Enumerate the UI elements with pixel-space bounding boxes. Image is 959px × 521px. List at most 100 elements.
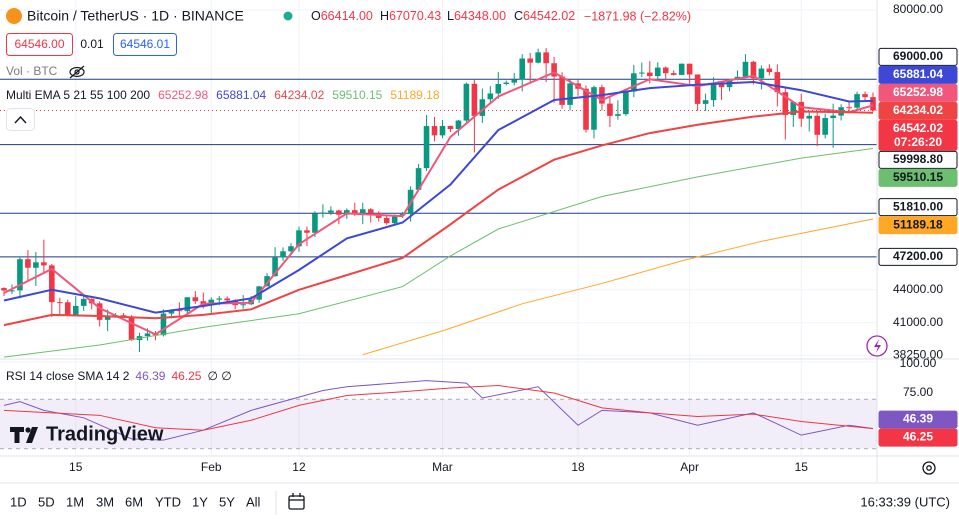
collapse-button[interactable] [6, 108, 35, 131]
rsi-title: RSI 14 close SMA 14 2 [6, 369, 130, 383]
price-label-box [878, 150, 958, 169]
candle-body [686, 63, 693, 75]
range-button[interactable]: 5D [38, 494, 55, 509]
candle-body [702, 100, 709, 104]
y-tick-label: 75.00 [903, 385, 933, 399]
indicator-line [3, 80, 874, 314]
price-pane [0, 48, 877, 358]
candle-body [447, 125, 454, 130]
candle-body [862, 94, 868, 98]
ohlc: L64348.00 [447, 9, 506, 23]
candle-body [567, 83, 573, 105]
range-button[interactable]: 5Y [219, 494, 235, 509]
candle-body [1, 288, 7, 291]
candle-body [814, 115, 821, 135]
candle-body [479, 99, 486, 116]
candle-body [495, 84, 502, 94]
x-tick-label: Apr [680, 460, 699, 474]
indicator-value: 64234.02 [274, 88, 324, 102]
candle-body [503, 82, 510, 85]
x-tick-label: Feb [201, 460, 222, 474]
range-button[interactable]: 6M [125, 494, 143, 509]
buy-button[interactable] [113, 33, 177, 56]
price-label: 07:26:20 [894, 135, 942, 149]
candle-body [654, 67, 661, 77]
calendar-icon[interactable] [288, 493, 305, 510]
change: −1871.98 (−2.82%) [584, 9, 691, 23]
candle-body [806, 115, 813, 119]
candle-body [790, 101, 797, 116]
price-label-box [878, 101, 958, 120]
y-tick-label: 44000.00 [893, 282, 943, 296]
candle-body [694, 74, 701, 104]
candle-body [64, 302, 71, 315]
candle-body [646, 72, 653, 77]
clock[interactable]: 16:33:39 (UTC) [860, 494, 950, 509]
candle-body [351, 210, 358, 215]
indicator-value: 59510.15 [332, 88, 382, 102]
price-label: 59998.80 [893, 152, 943, 166]
candle-body [758, 68, 765, 79]
hide-icon[interactable] [69, 65, 85, 79]
candle-body [184, 297, 191, 312]
candle-body [607, 103, 613, 116]
candle-body [96, 303, 103, 320]
candle-body [415, 168, 422, 190]
spread: 0.01 [80, 37, 104, 51]
range-button[interactable]: YTD [155, 494, 181, 509]
candle-body [264, 276, 270, 287]
ohlc: C64542.02 [514, 9, 575, 23]
range-button[interactable]: 1Y [192, 494, 208, 509]
price-label-box [878, 65, 958, 84]
symbol[interactable]: Bitcoin / TetherUS · 1D · BINANCE [27, 8, 244, 24]
candle-body [487, 93, 494, 100]
bid[interactable]: 64546.00 [14, 37, 64, 51]
indicator-value: 65881.04 [216, 88, 266, 102]
price-label: 51189.18 [893, 217, 943, 231]
candle-body [631, 73, 637, 92]
candle-body [328, 210, 334, 213]
price-label: 65881.04 [893, 67, 943, 81]
candle-body [766, 68, 773, 73]
candle-body [678, 63, 685, 75]
candle-body [782, 92, 789, 116]
candle-body [168, 310, 175, 314]
y-tick-label: 100.00 [900, 356, 937, 370]
rsi-extra: ∅ ∅ [207, 369, 231, 383]
sell-button[interactable] [6, 33, 73, 56]
candle-body [423, 126, 430, 169]
range-button[interactable]: 1M [66, 494, 84, 509]
x-tick-label: Mar [432, 460, 453, 474]
candle-body [49, 265, 55, 303]
candle-body [272, 257, 278, 277]
price-label-box [878, 168, 958, 187]
range-button[interactable]: All [246, 494, 261, 509]
ohlc-key: O [311, 9, 321, 23]
ohlc-key: C [514, 9, 523, 23]
ohlc-value: 66414.00 [321, 9, 373, 23]
settings-icon[interactable] [922, 461, 936, 475]
indicator-line [3, 71, 874, 336]
price-label: 64542.02 [893, 121, 943, 135]
candle-body [280, 251, 286, 258]
volume-legend: Vol · BTC [6, 64, 58, 78]
price-label: 65252.98 [893, 85, 943, 99]
logo-text: TradingView [46, 423, 164, 445]
y-tick-label: 38250.00 [893, 347, 943, 361]
price-label-box [878, 119, 958, 151]
candle-body [798, 101, 805, 119]
candle-body [304, 230, 310, 233]
candle-body [670, 73, 677, 75]
candle-body [216, 298, 223, 300]
ohlc-key: L [447, 9, 454, 23]
alert-bolt [874, 339, 881, 353]
range-button[interactable]: 1D [10, 494, 27, 509]
candle-body [591, 87, 597, 130]
ask[interactable]: 64546.01 [120, 37, 170, 51]
candle-body [176, 310, 183, 312]
range-button[interactable]: 3M [96, 494, 114, 509]
candle-body [471, 83, 478, 116]
candle-body [391, 215, 398, 224]
y-tick-label: 80000.00 [893, 2, 943, 16]
